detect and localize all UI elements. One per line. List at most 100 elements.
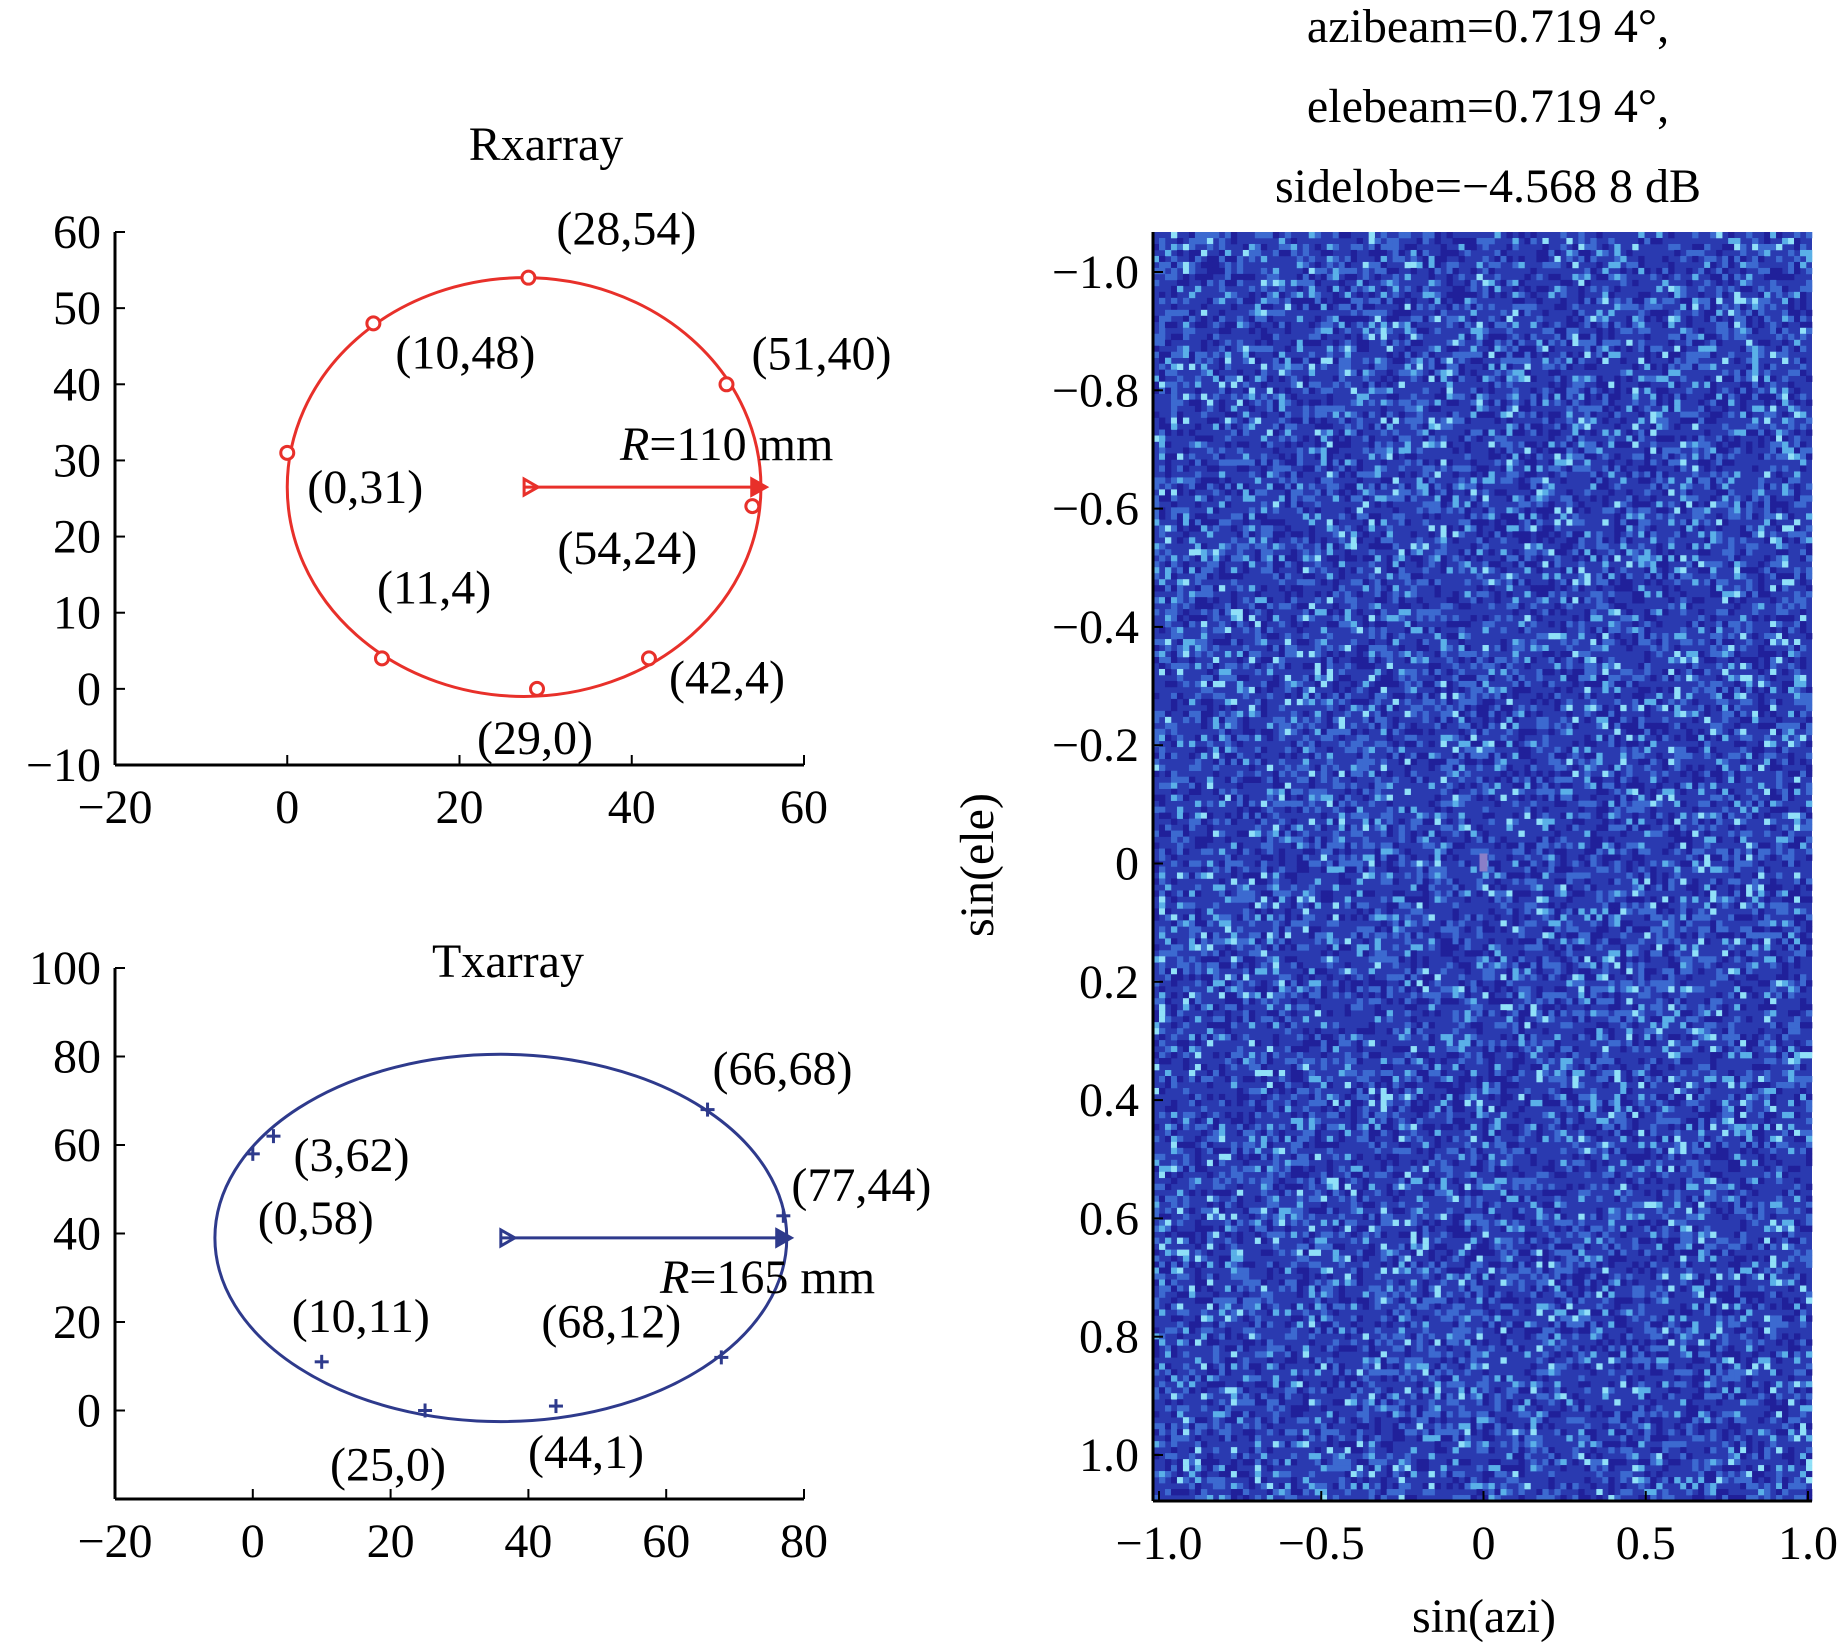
heatmap-cell (1656, 309, 1663, 317)
heatmap-cell (1644, 459, 1651, 466)
heatmap-cell (1656, 285, 1663, 293)
heatmap-cell (1782, 321, 1789, 329)
heatmap-cell (1320, 411, 1328, 418)
heatmap-cell (1674, 674, 1681, 682)
heatmap-cell (1806, 249, 1813, 257)
heatmap-cell (1434, 441, 1441, 448)
heatmap-cell (1512, 561, 1519, 568)
heatmap-cell (1740, 303, 1747, 311)
heatmap-cell (1392, 567, 1399, 574)
heatmap-cell (1638, 315, 1645, 323)
heatmap-cell (1710, 495, 1717, 502)
heatmap-cell (1644, 657, 1651, 664)
heatmap-cell (1572, 453, 1579, 460)
heatmap-cell (1584, 657, 1591, 664)
heatmap-cell (1248, 327, 1256, 335)
heatmap-cell (1153, 657, 1160, 664)
heatmap-cell (1662, 279, 1669, 287)
heatmap-cell (1596, 704, 1603, 712)
heatmap-cell (1320, 639, 1328, 646)
heatmap-cell (1782, 728, 1789, 736)
heatmap-cell (1770, 447, 1777, 454)
heatmap-cell (1716, 309, 1723, 317)
heatmap-cell (1524, 495, 1531, 502)
heatmap-cell (1158, 710, 1166, 718)
heatmap-cell (1380, 411, 1387, 418)
heatmap-cell (1680, 501, 1687, 508)
heatmap-cell (1710, 363, 1717, 370)
heatmap-cell (1182, 531, 1190, 538)
heatmap-cell (1374, 495, 1381, 502)
heatmap-cell (1153, 734, 1160, 742)
heatmap-cell (1290, 339, 1298, 347)
heatmap-cell (1338, 261, 1346, 269)
heatmap-cell (1740, 387, 1747, 394)
heatmap-cell (1422, 255, 1429, 263)
heatmap-cell (1470, 459, 1477, 466)
heatmap-cell (1476, 387, 1483, 394)
heatmap-cell (1734, 501, 1741, 508)
heatmap-cell (1284, 399, 1292, 406)
heatmap-cell (1440, 555, 1447, 562)
heatmap-cell (1230, 621, 1238, 628)
heatmap-cell (1266, 722, 1274, 730)
heatmap-cell (1446, 267, 1453, 275)
rxarray-x-ticks: −20 0 20 40 60 (77, 755, 828, 834)
heatmap-cell (1662, 645, 1669, 652)
heatmap-cell (1368, 237, 1375, 245)
heatmap-cell (1596, 483, 1603, 490)
heatmap-cell (1524, 285, 1531, 293)
heatmap-cell (1332, 603, 1340, 610)
heatmap-cell (1452, 351, 1459, 359)
heatmap-cell (1452, 447, 1459, 454)
heatmap-cell (1404, 495, 1411, 502)
heatmap-cell (1758, 345, 1765, 353)
heatmap-cell (1494, 261, 1501, 269)
heatmap-cell (1428, 417, 1435, 424)
heatmap-cell (1182, 393, 1190, 400)
heatmap-cell (1674, 351, 1681, 359)
heatmap-cell (1356, 657, 1363, 664)
heatmap-cell (1476, 740, 1483, 748)
heatmap-cell (1356, 752, 1363, 760)
heatmap-cell (1374, 387, 1381, 394)
heatmap-cell (1218, 471, 1226, 478)
heatmap-cell (1494, 704, 1501, 712)
heatmap-cell (1674, 651, 1681, 658)
heatmap-cell (1248, 657, 1256, 664)
heatmap-cell (1296, 273, 1304, 281)
heatmap-cell (1770, 327, 1777, 335)
heatmap-cell (1548, 680, 1555, 688)
heatmap-cell (1770, 507, 1777, 514)
heatmap-cell (1782, 441, 1789, 448)
heatmap-cell (1398, 597, 1405, 604)
heatmap-cell (1260, 267, 1268, 275)
heatmap-cell (1674, 746, 1681, 754)
heatmap-cell (1224, 232, 1232, 239)
heatmap-cell (1758, 375, 1765, 382)
heatmap-cell (1320, 477, 1328, 484)
heatmap-cell (1218, 405, 1226, 412)
heatmap-cell (1392, 680, 1399, 688)
heatmap-cell (1224, 357, 1232, 364)
heatmap-cell (1500, 405, 1507, 412)
heatmap-cell (1416, 639, 1423, 646)
heatmap-cell (1290, 621, 1298, 628)
heatmap-cell (1500, 573, 1507, 580)
heatmap-cell (1560, 609, 1567, 616)
heatmap-cell (1644, 297, 1651, 305)
heatmap-cell (1674, 686, 1681, 694)
heatmap-cell (1314, 381, 1322, 388)
heatmap-cell (1164, 752, 1172, 760)
heatmap-cell (1176, 465, 1184, 472)
heatmap-cell (1224, 662, 1232, 670)
heatmap-cell (1380, 531, 1387, 538)
heatmap-cell (1260, 704, 1268, 712)
heatmap-cell (1668, 543, 1675, 550)
heatmap-cell (1722, 501, 1729, 508)
heatmap-cell (1236, 531, 1244, 538)
heatmap-cell (1782, 501, 1789, 508)
heatmap-cell (1284, 495, 1292, 502)
heatmap-cell (1212, 315, 1220, 323)
heatmap-cell (1338, 567, 1346, 574)
